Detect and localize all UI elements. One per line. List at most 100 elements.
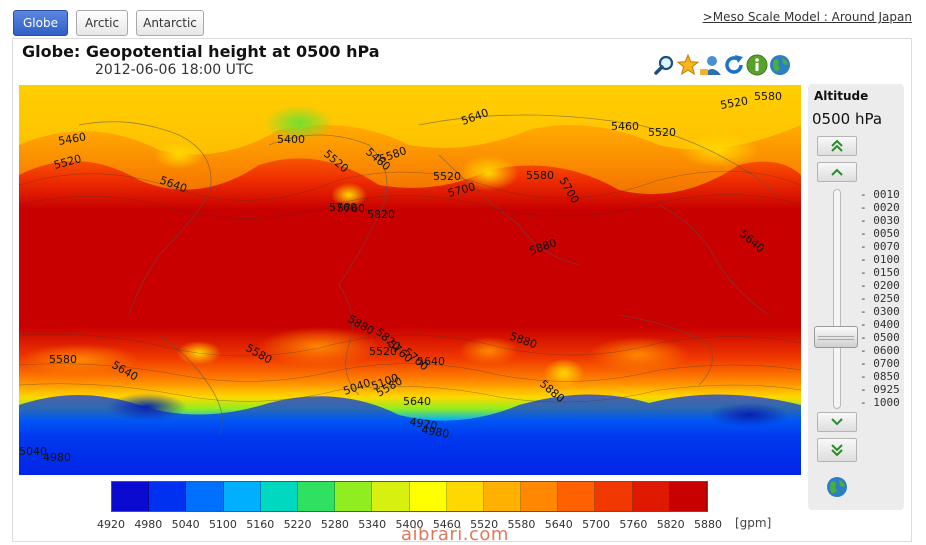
color-scale-tick-label: 5100	[208, 518, 237, 531]
chevron-up-icon	[831, 168, 843, 176]
altitude-level-item[interactable]: - 0070	[860, 240, 900, 253]
color-scale-swatch	[223, 482, 261, 511]
color-scale-tick-label: 5700	[582, 518, 611, 531]
info-icon[interactable]	[746, 54, 768, 76]
color-scale-tick-label: 5820	[656, 518, 685, 531]
color-scale-tick-label: 5880	[694, 518, 722, 531]
forecast-datetime: 2012-06-06 18:00 UTC	[95, 62, 254, 78]
contour-label: 5640	[403, 395, 431, 408]
color-scale-tick-label: 5400	[395, 518, 424, 531]
color-scale-unit: [gpm]	[735, 516, 772, 530]
altitude-label: Altitude	[814, 89, 869, 103]
color-scale-swatch	[446, 482, 484, 511]
altitude-level-item[interactable]: - 0925	[860, 383, 900, 396]
contour-label: 4980	[420, 423, 450, 441]
altitude-panel: Altitude 0500 hPa - 0010- 0020- 0030- 00…	[808, 84, 904, 510]
contour-label: 5520	[719, 94, 749, 112]
color-scale-swatch	[632, 482, 670, 511]
contour-label: 5040	[19, 445, 47, 458]
tab-antarctic[interactable]: Antarctic	[136, 10, 204, 36]
altitude-level-item[interactable]: - 1000	[860, 396, 900, 409]
color-scale-tick-label: 5040	[171, 518, 200, 531]
bottom-level-button[interactable]	[817, 438, 857, 462]
contour-label: 5400	[277, 133, 305, 146]
altitude-level-item[interactable]: - 0100	[860, 253, 900, 266]
contour-label: 4920	[408, 415, 438, 433]
color-scale-tick-label: 4920	[97, 518, 125, 531]
altitude-level-item[interactable]: - 0150	[860, 266, 900, 279]
double-chevron-up-icon	[831, 139, 843, 152]
altitude-slider-track[interactable]	[833, 189, 841, 409]
altitude-level-item[interactable]: - 0600	[860, 344, 900, 357]
double-chevron-down-icon	[831, 444, 843, 457]
contour-label: 5760	[329, 201, 357, 214]
altitude-level-item[interactable]: - 0300	[860, 305, 900, 318]
contour-label: 4980	[43, 451, 71, 464]
color-scale-tick-label: 5160	[246, 518, 275, 531]
color-scale-tick-label: 5640	[544, 518, 573, 531]
altitude-slider-handle[interactable]	[814, 326, 858, 348]
level-down-button[interactable]	[817, 412, 857, 432]
color-scale-swatch	[260, 482, 298, 511]
color-scale-swatch	[409, 482, 447, 511]
contour-label: 5640	[417, 355, 445, 368]
color-scale-tick-label: 5760	[619, 518, 648, 531]
altitude-level-item[interactable]: - 0030	[860, 214, 900, 227]
contour-label: 5460	[57, 130, 87, 148]
map-canvas: 5520 5580 5640 5460 5520 5400 5460 5520 5580 5640…	[19, 85, 801, 475]
altitude-level-item[interactable]: - 0700	[860, 357, 900, 370]
color-scale-tick-label: 5580	[507, 518, 536, 531]
altitude-level-item[interactable]: - 0010	[860, 188, 900, 201]
color-scale-swatch	[521, 482, 559, 511]
color-scale-tick-label: 4980	[134, 518, 163, 531]
color-scale-swatch	[335, 482, 373, 511]
contour-label: 5460	[611, 120, 639, 133]
altitude-level-item[interactable]: - 0500	[860, 331, 900, 344]
color-scale-swatch	[297, 482, 336, 511]
color-scale-swatch	[669, 482, 707, 511]
altitude-level-item[interactable]: - 0020	[860, 201, 900, 214]
altitude-levels-list: - 0010- 0020- 0030- 0050- 0070- 0100- 01…	[860, 188, 900, 409]
color-scale-swatch	[372, 482, 410, 511]
refresh-icon[interactable]	[723, 54, 745, 76]
altitude-level-item[interactable]: - 0250	[860, 292, 900, 305]
color-scale-swatch	[186, 482, 224, 511]
chevron-down-icon	[831, 418, 843, 426]
contour-label: 5580	[526, 169, 554, 182]
top-level-button[interactable]	[817, 136, 857, 156]
user-icon[interactable]	[700, 54, 722, 76]
altitude-level-item[interactable]: - 0200	[860, 279, 900, 292]
color-scale-tick-label: 5220	[283, 518, 312, 531]
watermark: aibrari.com	[401, 524, 509, 545]
tab-arctic[interactable]: Arctic	[76, 10, 128, 36]
contour-label: 5820	[367, 208, 395, 221]
page-title: Globe: Geopotential height at 0500 hPa	[22, 42, 380, 61]
altitude-current-value: 0500 hPa	[812, 110, 883, 128]
contour-label: 5520	[648, 126, 676, 139]
geopotential-height-map[interactable]: 5520 5580 5640 5460 5520 5400 5460 5520 5580 5640…	[19, 85, 801, 475]
contour-label: 5580	[49, 353, 77, 366]
altitude-level-item[interactable]: - 0850	[860, 370, 900, 383]
color-scale-swatch	[558, 482, 596, 511]
color-scale-swatch	[112, 482, 150, 511]
color-scale-labels: 4920 4980 5040 5100 5160 5220 5280 5340 5400 5460…	[0, 518, 926, 532]
color-scale-tick-label: 5340	[358, 518, 387, 531]
tab-globe[interactable]: Globe	[13, 10, 68, 36]
altitude-level-item[interactable]: - 0050	[860, 227, 900, 240]
contour-label: 5520	[433, 170, 461, 183]
region-tabs: Globe Arctic Antarctic	[13, 10, 204, 36]
globe-icon[interactable]	[769, 54, 791, 76]
toolbar	[654, 53, 791, 76]
favorite-star-icon[interactable]	[676, 53, 700, 76]
color-scale-tick-label: 5520	[470, 518, 499, 531]
contour-label: 5760	[337, 202, 365, 215]
color-scale-swatch	[149, 482, 187, 511]
globe-icon[interactable]	[826, 476, 848, 502]
color-scale-swatch	[595, 482, 633, 511]
color-scale-bar	[111, 481, 708, 512]
zoom-icon[interactable]	[654, 54, 676, 76]
meso-scale-model-link[interactable]: >Meso Scale Model : Around Japan	[702, 10, 912, 24]
level-up-button[interactable]	[817, 162, 857, 182]
altitude-level-item[interactable]: - 0400	[860, 318, 900, 331]
contour-label: 5580	[754, 90, 782, 103]
